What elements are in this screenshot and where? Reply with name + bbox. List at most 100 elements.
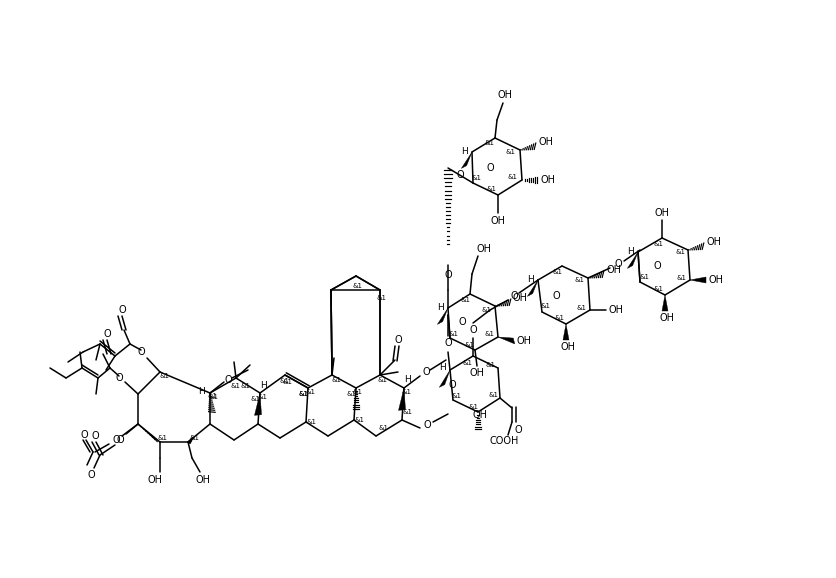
Text: &1: &1	[468, 404, 478, 410]
Polygon shape	[661, 295, 667, 311]
Text: OH: OH	[516, 336, 531, 346]
Text: O: O	[552, 291, 559, 301]
Text: &1: &1	[472, 175, 482, 181]
Text: &1: &1	[209, 394, 219, 400]
Text: O: O	[91, 431, 99, 441]
Text: O: O	[112, 435, 120, 445]
Text: &1: &1	[675, 249, 686, 255]
Text: OH: OH	[608, 305, 623, 315]
Text: H: H	[527, 276, 533, 284]
Text: &1: &1	[283, 379, 293, 385]
Text: OH: OH	[659, 313, 674, 323]
Text: &1: &1	[332, 377, 342, 383]
Text: &1: &1	[462, 360, 472, 366]
Text: O: O	[510, 291, 517, 301]
Text: &1: &1	[376, 295, 386, 301]
Text: H: H	[439, 364, 446, 372]
Text: O: O	[444, 270, 451, 280]
Text: OH: OH	[476, 244, 491, 254]
Text: O: O	[87, 470, 94, 480]
Polygon shape	[627, 252, 637, 268]
Text: O: O	[444, 338, 451, 348]
Polygon shape	[497, 337, 514, 344]
Text: &1: &1	[379, 425, 389, 431]
Text: &1: &1	[553, 269, 563, 275]
Text: O: O	[224, 375, 232, 385]
Text: &1: &1	[347, 391, 357, 397]
Text: O: O	[469, 325, 477, 335]
Text: &1: &1	[451, 393, 461, 399]
Text: OH: OH	[706, 237, 721, 247]
Text: H: H	[260, 380, 267, 390]
Polygon shape	[437, 308, 447, 324]
Polygon shape	[461, 152, 472, 168]
Polygon shape	[527, 280, 538, 297]
Text: O: O	[457, 317, 466, 327]
Text: &1: &1	[540, 303, 550, 309]
Text: &1: &1	[280, 378, 289, 384]
Polygon shape	[398, 388, 405, 410]
Text: &1: &1	[676, 275, 686, 281]
Text: OH: OH	[497, 90, 512, 100]
Text: &1: &1	[487, 186, 497, 192]
Text: O: O	[652, 261, 660, 271]
Polygon shape	[689, 277, 705, 283]
Text: OH: OH	[147, 475, 162, 485]
Text: O: O	[423, 420, 431, 430]
Text: O: O	[116, 435, 124, 445]
Text: &1: &1	[306, 389, 316, 395]
Text: &1: &1	[190, 435, 200, 441]
Text: &1: &1	[465, 342, 475, 348]
Text: &1: &1	[257, 394, 268, 400]
Text: O: O	[115, 373, 123, 383]
Text: &1: &1	[208, 393, 217, 399]
Text: OH: OH	[538, 137, 553, 147]
Polygon shape	[439, 370, 450, 387]
Text: &1: &1	[353, 283, 363, 289]
Text: &1: &1	[251, 396, 261, 402]
Text: &1: &1	[488, 392, 498, 398]
Text: &1: &1	[353, 389, 363, 395]
Text: &1: &1	[378, 377, 388, 383]
Text: &1: &1	[554, 315, 564, 321]
Text: &1: &1	[507, 174, 517, 180]
Text: &1: &1	[486, 362, 496, 368]
Text: OH: OH	[654, 208, 669, 218]
Text: &1: &1	[576, 305, 586, 311]
Text: &1: &1	[448, 331, 458, 337]
Text: OH: OH	[512, 293, 527, 303]
Text: O: O	[614, 259, 621, 269]
Text: &1: &1	[574, 277, 584, 283]
Text: &1: &1	[231, 383, 241, 389]
Text: O: O	[80, 430, 88, 440]
Polygon shape	[254, 393, 261, 416]
Text: &1: &1	[461, 297, 471, 303]
Text: COOH: COOH	[489, 436, 518, 446]
Text: &1: &1	[653, 286, 663, 292]
Text: &1: &1	[506, 149, 515, 155]
Text: OH: OH	[540, 175, 555, 185]
Text: O: O	[486, 163, 493, 173]
Text: H: H	[404, 376, 410, 384]
Text: &1: &1	[640, 274, 650, 280]
Text: O: O	[118, 305, 125, 315]
Polygon shape	[563, 324, 568, 340]
Text: O: O	[103, 329, 110, 339]
Text: O: O	[394, 335, 401, 345]
Text: &1: &1	[484, 331, 494, 337]
Text: &1: &1	[298, 391, 308, 397]
Text: H: H	[627, 247, 634, 257]
Text: OH: OH	[469, 368, 484, 378]
Text: &1: &1	[653, 241, 663, 247]
Text: O: O	[456, 170, 463, 180]
Text: OH: OH	[472, 410, 487, 420]
Text: H: H	[437, 303, 444, 313]
Text: O: O	[137, 347, 145, 357]
Text: &1: &1	[160, 373, 170, 379]
Text: OH: OH	[560, 342, 575, 352]
Text: &1: &1	[298, 391, 308, 397]
Text: O: O	[447, 380, 456, 390]
Text: &1: &1	[158, 435, 168, 441]
Text: H: H	[461, 147, 468, 157]
Text: &1: &1	[484, 140, 494, 146]
